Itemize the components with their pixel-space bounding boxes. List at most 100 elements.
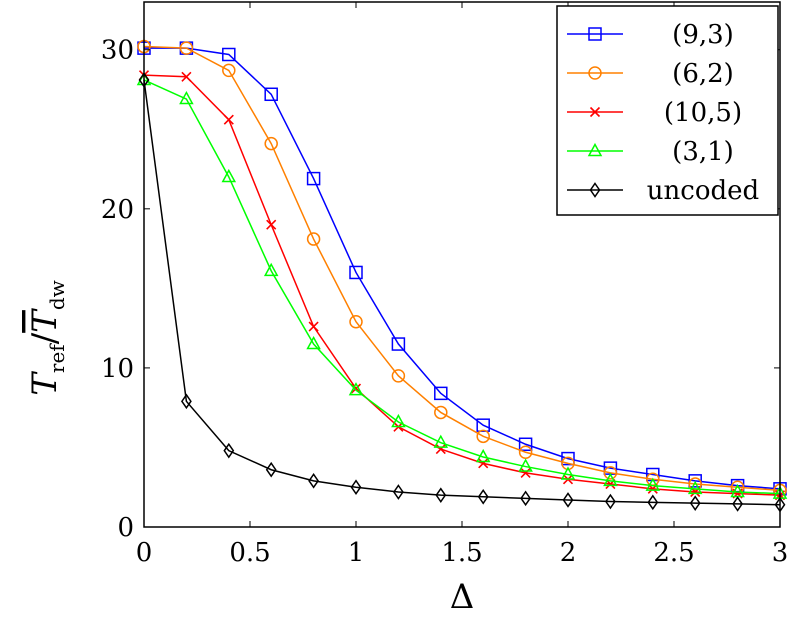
- legend-label: (6,2): [672, 59, 734, 89]
- data-point: [434, 386, 448, 401]
- data-point: [179, 41, 194, 55]
- legend: (9,3) (6,2) (10,5) (3,1) uncoded: [556, 5, 779, 216]
- series-line: [143, 79, 781, 495]
- data-point: [392, 484, 404, 500]
- svg-text:Tref/Tdw: Tref/Tdw: [25, 280, 69, 396]
- data-point: [264, 136, 278, 151]
- series-line: [143, 45, 781, 492]
- data-point: [308, 321, 319, 332]
- data-point: [349, 315, 363, 329]
- data-point: [264, 87, 278, 102]
- legend-label: (3,1): [672, 137, 734, 167]
- series-line: [144, 47, 781, 490]
- data-point: [732, 496, 744, 512]
- legend-item: (10,5): [567, 98, 742, 128]
- data-point: [391, 337, 406, 351]
- data-point: [306, 232, 321, 246]
- series-line: [143, 79, 781, 506]
- y-tick-label: 30: [101, 36, 134, 66]
- x-tick-label: 1.5: [441, 538, 482, 568]
- series-4: [138, 72, 786, 513]
- x-tick-label: 3: [772, 538, 789, 568]
- data-point: [518, 458, 533, 472]
- data-point: [391, 413, 406, 428]
- legend-marker: [589, 106, 601, 118]
- data-point: [688, 477, 702, 491]
- legend-marker: [588, 66, 602, 80]
- data-point: [603, 466, 618, 480]
- data-point: [647, 494, 659, 511]
- y-axis-label-sub: ref: [45, 343, 69, 373]
- data-point: [308, 473, 320, 489]
- data-point: [603, 472, 618, 487]
- data-point: [476, 429, 490, 444]
- series-3: [136, 71, 788, 499]
- data-point: [520, 467, 531, 478]
- data-point: [435, 487, 447, 503]
- data-point: [348, 382, 364, 396]
- data-point: [306, 171, 321, 186]
- legend-label: (10,5): [664, 98, 742, 128]
- data-point: [180, 393, 192, 410]
- y-axis-label-main: T: [25, 371, 65, 396]
- data-point: [520, 490, 532, 507]
- data-point: [434, 405, 448, 420]
- data-point: [350, 479, 362, 496]
- series-line: [143, 74, 781, 496]
- x-tick-label: 2.5: [653, 538, 694, 568]
- y-axis-label-sub2: dw: [45, 280, 69, 310]
- data-point: [223, 114, 234, 125]
- data-point: [645, 477, 661, 491]
- data-point: [518, 437, 533, 452]
- data-point: [433, 434, 449, 448]
- y-tick-label: 0: [117, 513, 134, 543]
- y-axis-label: Tref/Tdw: [25, 280, 69, 396]
- data-point: [349, 265, 363, 280]
- legend-marker: [588, 27, 602, 41]
- x-tick-label: 2: [560, 538, 577, 568]
- legend-marker: [587, 142, 603, 157]
- data-point: [266, 219, 277, 230]
- legend-item: (3,1): [567, 137, 734, 167]
- legend-item: (9,3): [567, 20, 734, 50]
- data-point: [222, 47, 236, 62]
- data-point: [477, 488, 489, 505]
- legend-item: uncoded: [567, 176, 759, 206]
- data-point: [181, 71, 192, 82]
- data-point: [604, 493, 616, 510]
- data-point: [223, 442, 235, 459]
- y-tick-label: 20: [101, 195, 134, 225]
- data-point: [562, 492, 574, 508]
- x-tick-label: 0.5: [229, 538, 270, 568]
- data-point: [179, 90, 194, 105]
- legend-label: (9,3): [672, 20, 734, 50]
- y-tick-label: 10: [101, 354, 134, 384]
- data-point: [687, 480, 703, 495]
- data-point: [561, 451, 575, 466]
- data-point: [435, 443, 446, 455]
- legend-label: uncoded: [647, 176, 759, 206]
- data-point: [689, 495, 701, 511]
- x-axis-label: Δ: [450, 577, 475, 617]
- data-point: [306, 335, 321, 350]
- data-point: [391, 369, 406, 383]
- legend-marker: [589, 182, 601, 198]
- data-point: [475, 448, 491, 463]
- data-point: [265, 461, 277, 478]
- data-point: [222, 63, 236, 78]
- plot-area: [136, 39, 788, 513]
- data-point: [221, 168, 237, 183]
- y-axis-label-main2: T: [25, 308, 65, 333]
- data-point: [263, 262, 279, 277]
- legend-item: (6,2): [567, 59, 734, 89]
- x-tick-label: 0: [136, 538, 153, 568]
- series-0: [137, 41, 787, 496]
- x-tick-label: 1: [348, 538, 365, 568]
- data-point: [688, 474, 702, 488]
- data-point: [518, 445, 533, 459]
- y-axis-label-slash: /: [25, 332, 65, 344]
- data-point: [476, 418, 490, 432]
- data-point: [560, 466, 576, 480]
